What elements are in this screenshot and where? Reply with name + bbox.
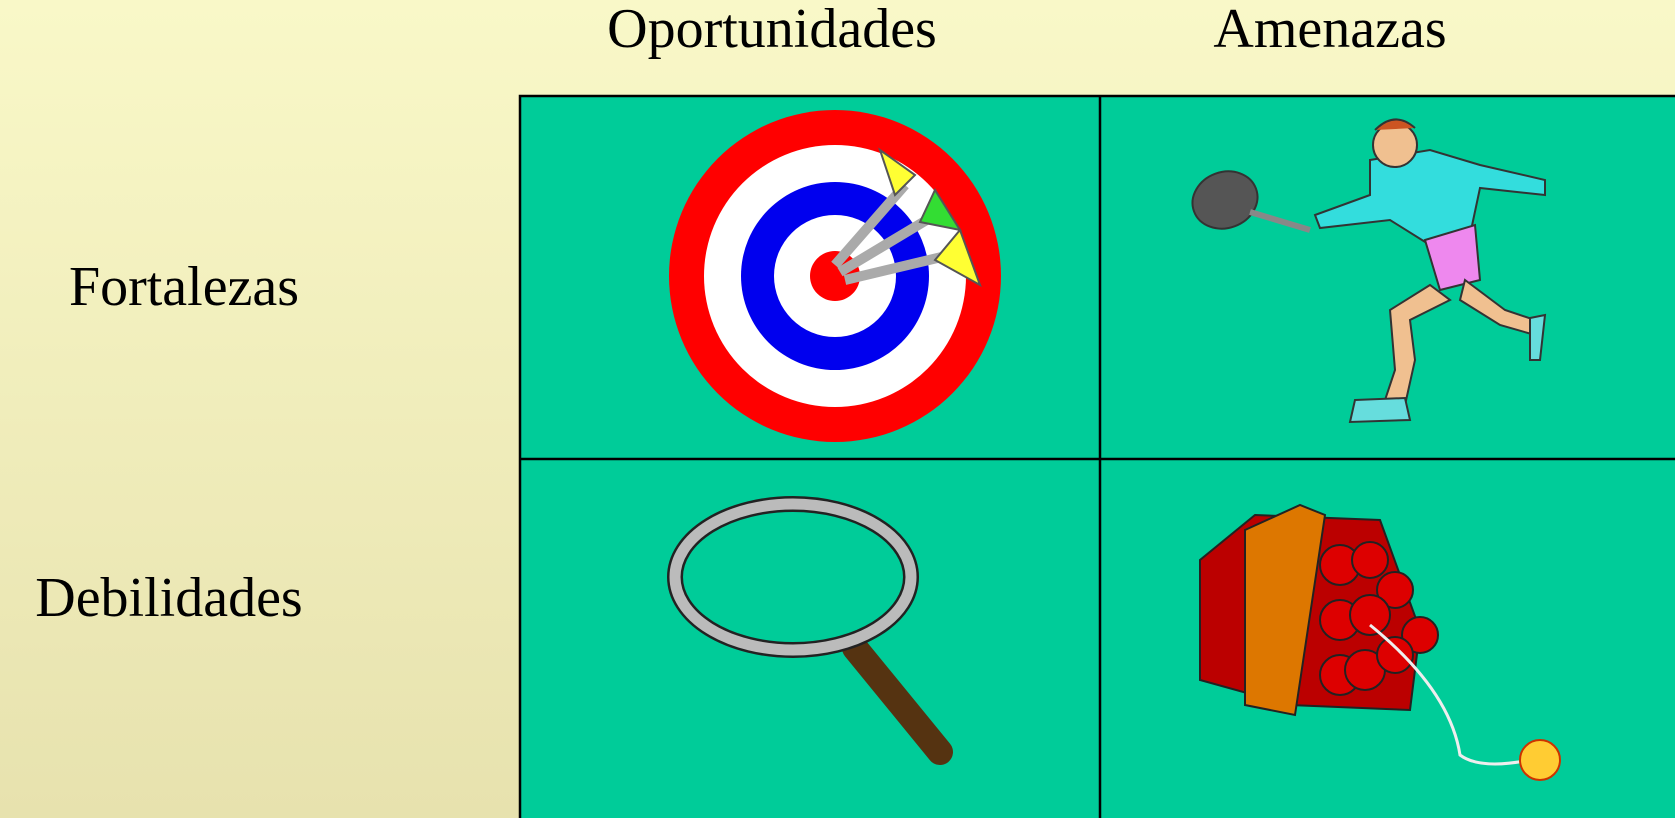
target-icon [669, 110, 1001, 442]
column-header: Amenazas [1213, 0, 1446, 60]
column-header: Oportunidades [607, 0, 937, 60]
dynamite-icon [1199, 503, 1561, 781]
row-header: Fortalezas [69, 256, 299, 318]
magnifier-icon [667, 496, 953, 765]
tennis-player-icon [1191, 118, 1547, 424]
row-header: Debilidades [35, 567, 302, 629]
